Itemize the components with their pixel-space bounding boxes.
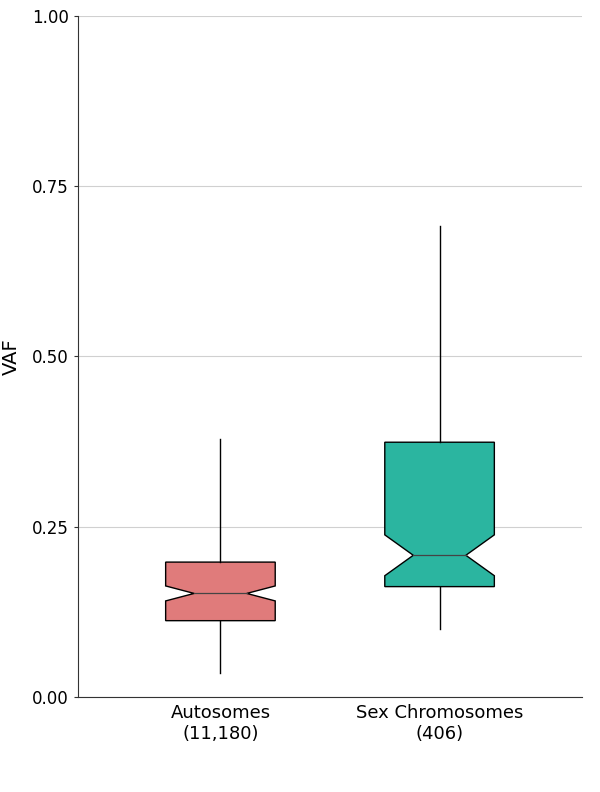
Polygon shape <box>385 442 494 587</box>
Polygon shape <box>166 562 275 621</box>
Y-axis label: VAF: VAF <box>2 338 21 375</box>
